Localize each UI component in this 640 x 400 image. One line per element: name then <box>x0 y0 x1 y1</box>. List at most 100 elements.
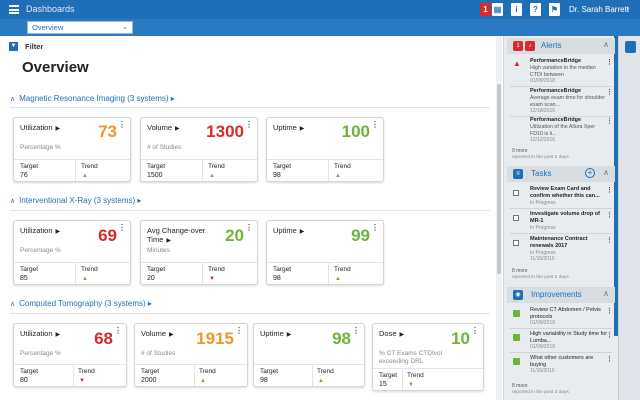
kpi-card-mri-utilization[interactable]: Utilization ▶ ⋮ 73 Percentage % Target 76… <box>13 117 131 182</box>
more-options-icon[interactable]: ⋮ <box>606 356 613 363</box>
alerts-more-link[interactable]: 9 more <box>512 148 528 154</box>
more-options-icon[interactable]: ⋮ <box>352 326 360 335</box>
card-title[interactable]: Utilization ▶ <box>20 123 61 132</box>
view-select[interactable]: Overview ⌄ <box>27 21 133 34</box>
people-icon[interactable]: ⚑ <box>549 3 560 16</box>
divider <box>10 313 490 314</box>
section-header-ixr[interactable]: ∧ Interventional X-Ray (3 systems) ▸ <box>10 196 142 205</box>
chevron-up-icon[interactable]: ∧ <box>603 289 609 298</box>
filter-label[interactable]: Filter <box>25 42 44 51</box>
card-title[interactable]: Dose ▶ <box>379 329 405 338</box>
chevron-up-icon: ∧ <box>10 198 16 205</box>
tasks-more-link[interactable]: 8 more <box>512 268 528 274</box>
alerts-header[interactable]: 1 ♪ Alerts ∧ <box>507 38 615 54</box>
more-options-icon[interactable]: ⋮ <box>606 237 613 244</box>
alert-text: High variation in the median CTDI betwee… <box>530 65 596 78</box>
main-scrollbar[interactable] <box>496 36 502 400</box>
alert-item[interactable]: ▲ PerformanceBridge High variation in th… <box>507 58 615 85</box>
alert-item[interactable]: PerformanceBridge Average exam time for … <box>507 88 615 115</box>
improvement-date: 01/09/2018 <box>530 344 556 350</box>
more-options-icon[interactable]: ⋮ <box>471 326 479 335</box>
kpi-card-ixr-changeover[interactable]: Avg Change-over Time ▶ ⋮ 20 Minutes Targe… <box>140 220 258 285</box>
task-checkbox[interactable] <box>513 215 519 221</box>
task-item[interactable]: Maintenance Contract renewals 2017 In Pr… <box>507 236 615 262</box>
section-header-ct[interactable]: ∧ Computed Tomography (3 systems) ▸ <box>10 299 152 308</box>
kpi-card-mri-volume[interactable]: Volume ▶ ⋮ 1300 # of Studies Target 1500 … <box>140 117 258 182</box>
more-options-icon[interactable]: ⋮ <box>371 223 379 232</box>
more-options-icon[interactable]: ⋮ <box>235 326 243 335</box>
alerts-title[interactable]: Alerts <box>541 41 562 50</box>
kpi-card-mri-uptime[interactable]: Uptime ▶ ⋮ 100 Target 98 Trend ▲ <box>266 117 384 182</box>
task-item[interactable]: Review Exam Card and confirm whether thi… <box>507 186 615 210</box>
more-options-icon[interactable]: ⋮ <box>606 118 613 125</box>
kpi-card-ct-utilization[interactable]: Utilization ▶ ⋮ 68 Percentage % Target 80… <box>13 323 127 387</box>
task-item[interactable]: Investigate volume drop of MR-1 In Progr… <box>507 211 615 233</box>
improvements-more-link[interactable]: 8 more <box>512 383 528 389</box>
more-options-icon[interactable]: ⋮ <box>245 223 253 232</box>
more-options-icon[interactable]: ⋮ <box>118 120 126 129</box>
card-title[interactable]: Utilization ▶ <box>20 329 61 338</box>
target-value: 1500 <box>147 172 163 179</box>
kpi-card-ct-uptime[interactable]: Uptime ▶ ⋮ 98 Target 98 Trend ▲ <box>253 323 365 387</box>
improvement-item[interactable]: What other customers are buying 11/16/20… <box>507 355 615 377</box>
more-options-icon[interactable]: ⋮ <box>114 326 122 335</box>
card-title[interactable]: Volume ▶ <box>147 123 180 132</box>
chevron-up-icon[interactable]: ∧ <box>603 40 609 49</box>
add-task-icon[interactable]: + <box>585 168 595 178</box>
notifications-icon[interactable]: ▤ <box>492 3 503 16</box>
info-icon[interactable]: i <box>511 3 522 16</box>
tasks-icon: ≡ <box>513 169 523 179</box>
trend-up-icon: ▲ <box>209 173 215 179</box>
improvements-header[interactable]: ◉ Improvements ∧ <box>507 287 615 303</box>
filter-icon[interactable]: ▼ <box>9 42 18 51</box>
more-options-icon[interactable]: ⋮ <box>606 308 613 315</box>
tasks-title[interactable]: Tasks <box>531 169 552 178</box>
more-options-icon[interactable]: ⋮ <box>606 187 613 194</box>
more-options-icon[interactable]: ⋮ <box>606 89 613 96</box>
task-checkbox[interactable] <box>513 240 519 246</box>
alert-count-badge[interactable]: 1 <box>480 3 491 16</box>
trend-up-icon: ▲ <box>335 173 341 179</box>
menu-icon[interactable] <box>9 5 19 14</box>
chevron-down-icon[interactable]: ⌄ <box>625 5 631 12</box>
more-options-icon[interactable]: ⋮ <box>371 120 379 129</box>
improvement-item[interactable]: Review CT Abdomen / Pelvis protocols 01/… <box>507 307 615 329</box>
card-title[interactable]: Uptime ▶ <box>260 329 292 338</box>
section-title: Interventional X-Ray (3 systems) <box>19 196 136 205</box>
card-title[interactable]: Volume ▶ <box>141 329 174 338</box>
card-title[interactable]: Avg Change-over Time ▶ <box>147 226 206 244</box>
panel-scrollbar[interactable] <box>614 36 618 336</box>
card-title[interactable]: Uptime ▶ <box>273 226 305 235</box>
task-title: Investigate volume drop of MR-1 <box>530 211 600 224</box>
improvements-title[interactable]: Improvements <box>531 290 582 299</box>
section-header-mri[interactable]: ∧ Magnetic Resonance Imaging (3 systems) … <box>10 94 175 103</box>
kpi-card-ixr-utilization[interactable]: Utilization ▶ ⋮ 69 Percentage % Target 85… <box>13 220 131 285</box>
task-checkbox[interactable] <box>513 190 519 196</box>
kpi-card-ixr-uptime[interactable]: Uptime ▶ ⋮ 99 Target 98 Trend ▲ <box>266 220 384 285</box>
card-title[interactable]: Utilization ▶ <box>20 226 61 235</box>
more-options-icon[interactable]: ⋮ <box>118 223 126 232</box>
chevron-up-icon: ∧ <box>10 301 16 308</box>
more-options-icon[interactable]: ⋮ <box>606 212 613 219</box>
scrollbar-thumb[interactable] <box>497 84 501 274</box>
section-title: Magnetic Resonance Imaging (3 systems) <box>19 94 169 103</box>
more-options-icon[interactable]: ⋮ <box>245 120 253 129</box>
card-footer: Target 2000 Trend ▲ <box>135 364 247 386</box>
kpi-card-ct-volume[interactable]: Volume ▶ ⋮ 1915 # of Studies Target 2000 … <box>134 323 248 387</box>
help-icon[interactable]: ? <box>530 3 541 16</box>
divider <box>510 233 612 234</box>
chevron-up-icon[interactable]: ∧ <box>603 168 609 177</box>
trend-down-icon: ▼ <box>209 276 215 282</box>
improvement-item[interactable]: High variability in Study time for Lumba… <box>507 331 615 353</box>
alert-item[interactable]: PerformanceBridge Utilization of the All… <box>507 117 615 144</box>
panel-toggle-icon[interactable] <box>625 41 636 53</box>
kpi-card-ct-dose[interactable]: Dose ▶ ⋮ 10 % CT Exams CTDIvol exceeding … <box>372 323 484 391</box>
target-label: Target <box>260 368 279 375</box>
tasks-header[interactable]: ≡ Tasks + ∧ <box>507 166 615 182</box>
kpi-unit: Percentage % <box>20 350 61 357</box>
more-options-icon[interactable]: ⋮ <box>606 59 613 66</box>
card-title[interactable]: Uptime ▶ <box>273 123 305 132</box>
side-panel <box>503 36 618 400</box>
user-menu[interactable]: Dr. Sarah Barrett <box>569 5 630 14</box>
more-options-icon[interactable]: ⋮ <box>606 332 613 339</box>
